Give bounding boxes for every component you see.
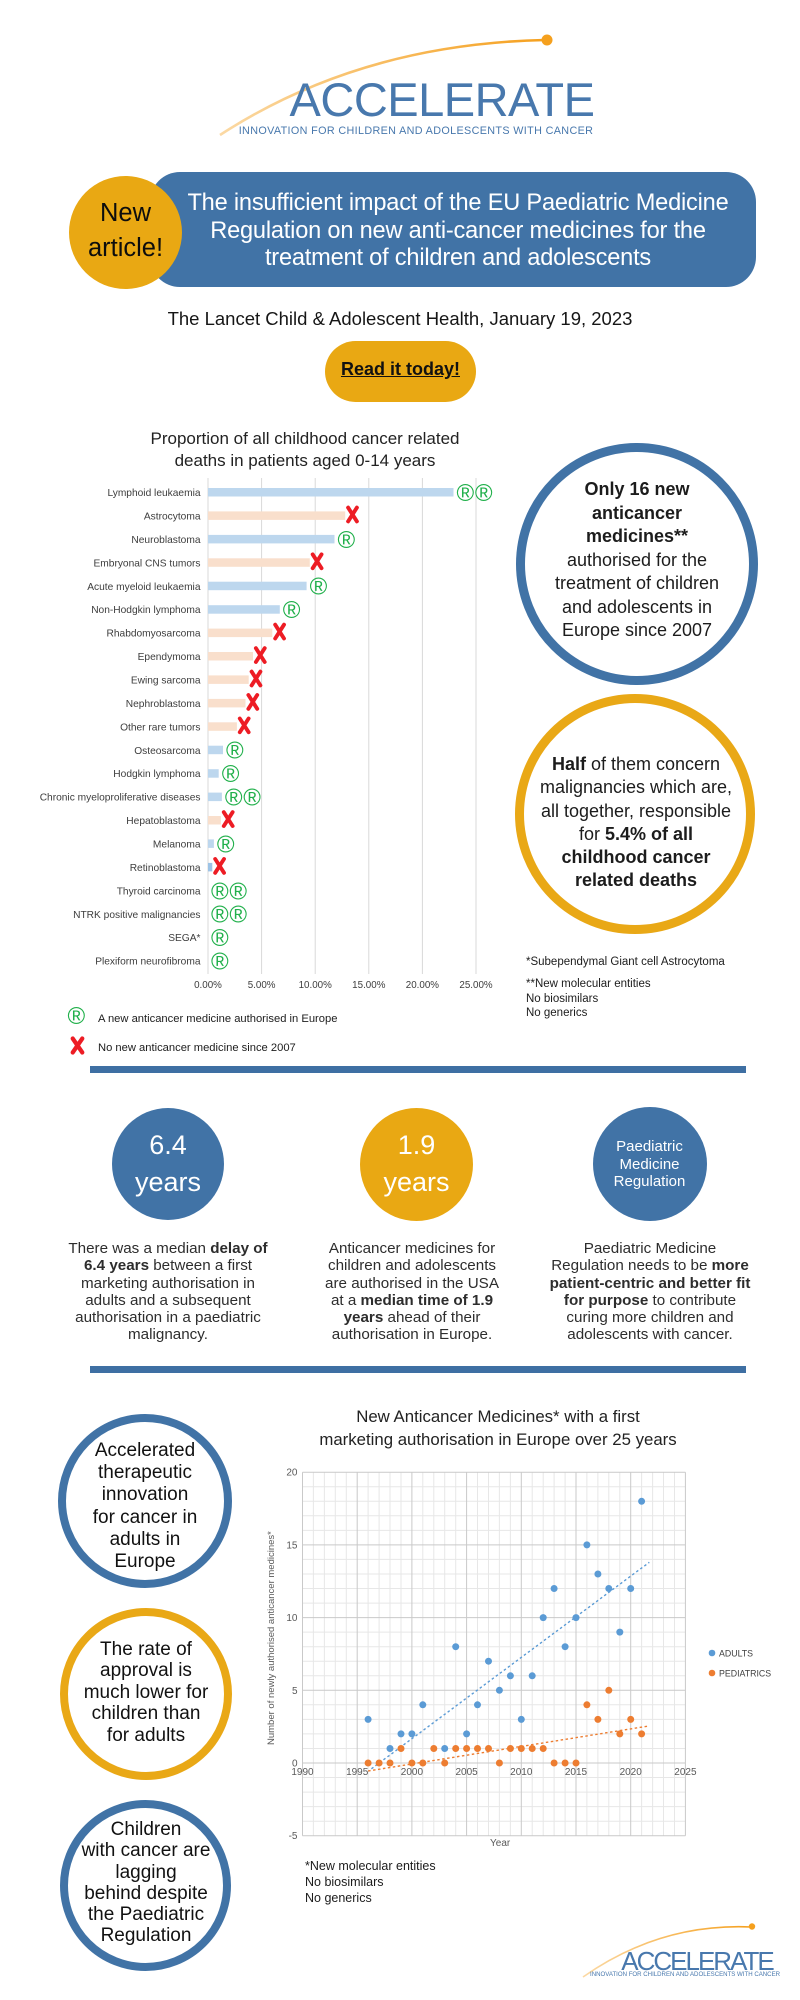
svg-text:2005: 2005 — [455, 1767, 478, 1778]
svg-text:5.00%: 5.00% — [248, 980, 276, 991]
svg-text:®: ® — [211, 925, 229, 952]
svg-text:®: ® — [283, 597, 301, 624]
svg-text:®: ® — [217, 831, 235, 858]
svg-text:Astrocytoma: Astrocytoma — [144, 512, 201, 523]
svg-text:Year: Year — [490, 1838, 511, 1849]
svg-text:®: ® — [211, 878, 229, 905]
svg-text:0.00%: 0.00% — [194, 980, 222, 991]
svg-text:Melanoma: Melanoma — [153, 840, 201, 851]
svg-text:1995: 1995 — [346, 1767, 369, 1778]
svg-text:Number of newly authorised a: Number of newly authorised anticancer me… — [266, 1531, 277, 1745]
svg-text:Hepatoblastoma: Hepatoblastoma — [126, 816, 201, 827]
svg-text:Non-Hodgkin lymphoma: Non-Hodgkin lymphoma — [91, 605, 201, 616]
svg-text:25.00%: 25.00% — [459, 980, 493, 991]
svg-text:Hodgkin lymphoma: Hodgkin lymphoma — [113, 769, 201, 780]
svg-text:10.00%: 10.00% — [299, 980, 333, 991]
svg-text:®: ® — [229, 878, 247, 905]
svg-text:®: ® — [243, 785, 261, 812]
svg-text:20.00%: 20.00% — [406, 980, 440, 991]
svg-text:2020: 2020 — [620, 1767, 643, 1778]
svg-text:0: 0 — [292, 1759, 298, 1770]
svg-text:Chronic myeloproliferative dis: Chronic myeloproliferative diseases — [40, 793, 201, 804]
svg-text:2015: 2015 — [565, 1767, 588, 1778]
svg-text:®: ® — [310, 574, 328, 601]
svg-text:Rhabdomyosarcoma: Rhabdomyosarcoma — [107, 629, 201, 640]
svg-text:®: ® — [338, 527, 356, 554]
svg-text:Retinoblastoma: Retinoblastoma — [130, 863, 201, 874]
svg-text:-5: -5 — [289, 1831, 298, 1842]
svg-text:Lymphoid leukaemia: Lymphoid leukaemia — [107, 488, 200, 499]
svg-text:®: ® — [211, 902, 229, 929]
svg-text:A new anticancer medicine auth: A new anticancer medicine authorised in … — [98, 1013, 337, 1025]
svg-text:®: ® — [457, 480, 475, 507]
svg-text:®: ® — [211, 949, 229, 976]
svg-text:Embryonal CNS tumors: Embryonal CNS tumors — [94, 558, 201, 569]
svg-text:Ewing sarcoma: Ewing sarcoma — [131, 676, 201, 687]
svg-text:2000: 2000 — [401, 1767, 424, 1778]
svg-text:PEDIATRICS: PEDIATRICS — [719, 1669, 771, 1679]
svg-text:2025: 2025 — [674, 1767, 697, 1778]
svg-text:Other rare tumors: Other rare tumors — [120, 722, 200, 733]
svg-text:Neuroblastoma: Neuroblastoma — [131, 535, 200, 546]
svg-text:Ependymoma: Ependymoma — [138, 652, 201, 663]
svg-text:10: 10 — [286, 1613, 298, 1624]
svg-text:Acute myeloid leukaemia: Acute myeloid leukaemia — [87, 582, 201, 593]
svg-text:5: 5 — [292, 1686, 298, 1697]
svg-text:®: ® — [226, 738, 244, 765]
svg-text:®: ® — [229, 902, 247, 929]
svg-text:®: ® — [68, 1003, 86, 1030]
svg-text:Thyroid carcinoma: Thyroid carcinoma — [117, 886, 201, 897]
svg-text:Plexiform neurofibroma: Plexiform neurofibroma — [95, 957, 201, 968]
svg-text:Osteosarcoma: Osteosarcoma — [134, 746, 201, 757]
svg-text:2010: 2010 — [510, 1767, 533, 1778]
svg-text:®: ® — [475, 480, 493, 507]
svg-text:1990: 1990 — [291, 1767, 314, 1778]
svg-text:15: 15 — [286, 1540, 298, 1551]
svg-text:No new anticancer medicine sin: No new anticancer medicine since 2007 — [98, 1042, 296, 1054]
svg-text:®: ® — [222, 761, 240, 788]
svg-text:Nephroblastoma: Nephroblastoma — [126, 699, 201, 710]
svg-text:NTRK positive malignancies: NTRK positive malignancies — [73, 910, 200, 921]
svg-text:20: 20 — [286, 1468, 298, 1479]
svg-text:SEGA*: SEGA* — [168, 933, 200, 944]
svg-text:ADULTS: ADULTS — [719, 1649, 753, 1659]
svg-text:15.00%: 15.00% — [352, 980, 386, 991]
svg-text:®: ® — [225, 785, 243, 812]
